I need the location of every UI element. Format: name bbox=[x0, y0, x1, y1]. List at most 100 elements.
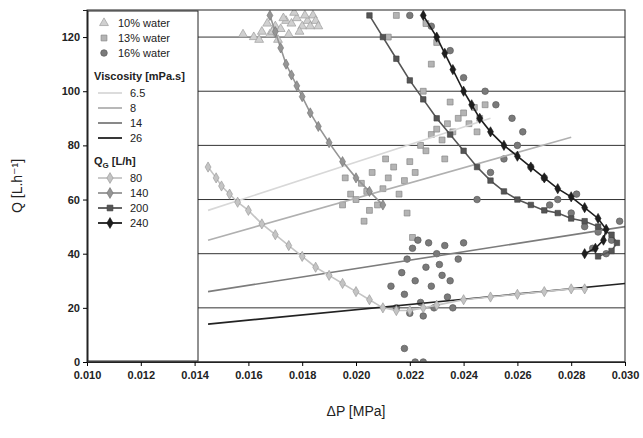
line-marker bbox=[595, 213, 601, 223]
series bbox=[367, 13, 620, 259]
scatter-point bbox=[385, 34, 391, 40]
scatter-point bbox=[407, 12, 414, 19]
legend-entry: 6.5 bbox=[98, 87, 145, 99]
legend-swatch-line bbox=[98, 107, 122, 109]
scatter-point bbox=[398, 269, 405, 276]
scatter-point bbox=[519, 129, 526, 136]
line-marker bbox=[219, 181, 225, 191]
line-marker bbox=[582, 249, 588, 259]
x-tick: 0.022 bbox=[397, 362, 425, 381]
scatter-point bbox=[420, 313, 427, 320]
line-marker bbox=[488, 178, 493, 183]
x-tick-label: 0.024 bbox=[450, 369, 478, 381]
y-tick-mark bbox=[83, 308, 87, 309]
x-axis: 0.0100.0120.0140.0160.0180.0200.0220.024… bbox=[74, 362, 640, 381]
x-tick-label: 0.012 bbox=[128, 369, 156, 381]
scatter-point bbox=[546, 202, 553, 209]
legend-entry: 140 bbox=[98, 187, 148, 199]
line-marker bbox=[286, 240, 292, 250]
scatter-point bbox=[383, 156, 389, 162]
plot-area bbox=[205, 10, 625, 362]
scatter-point bbox=[388, 283, 395, 290]
line-marker bbox=[380, 200, 386, 210]
scatter-point bbox=[391, 164, 397, 170]
legend-swatch-line bbox=[98, 122, 122, 124]
x-tick-mark bbox=[625, 362, 626, 366]
legend-entry: 16% water bbox=[101, 47, 171, 59]
scatter-point bbox=[415, 237, 422, 244]
scatter-point bbox=[482, 102, 488, 108]
line-marker bbox=[259, 219, 265, 229]
scatter-point bbox=[375, 202, 381, 208]
series-line bbox=[208, 137, 571, 240]
scatter-point bbox=[493, 101, 500, 108]
line-marker bbox=[488, 292, 494, 302]
line-marker bbox=[245, 205, 251, 215]
legend-label: 13% water bbox=[118, 32, 170, 44]
y-tick: 20 bbox=[68, 302, 87, 314]
line-marker bbox=[326, 138, 332, 148]
line-marker bbox=[461, 148, 466, 153]
series-line bbox=[208, 227, 625, 292]
legend-swatch-line bbox=[98, 92, 122, 94]
x-tick-mark bbox=[517, 362, 518, 366]
legend-title-text: Viscosity [mPa.s] bbox=[94, 70, 185, 82]
scatter-point bbox=[514, 142, 521, 149]
scatter-point bbox=[279, 13, 288, 21]
line-marker bbox=[555, 184, 561, 194]
legend-entry: 80 bbox=[98, 172, 142, 184]
line-marker bbox=[477, 113, 483, 123]
scatter-point bbox=[423, 148, 429, 154]
series bbox=[388, 12, 623, 362]
line-marker bbox=[528, 162, 534, 172]
y-tick-label: 100 bbox=[62, 85, 80, 97]
scatter-point bbox=[447, 277, 454, 284]
legend-entry: 26 bbox=[98, 132, 142, 144]
scatter-point bbox=[445, 121, 451, 127]
line-marker bbox=[434, 300, 440, 310]
line-marker bbox=[582, 284, 588, 294]
scatter-point bbox=[455, 256, 462, 263]
scatter-point bbox=[290, 10, 299, 15]
legend-label: 240 bbox=[130, 217, 148, 229]
line-marker bbox=[313, 262, 319, 272]
line-marker bbox=[434, 116, 439, 121]
scatter-point bbox=[314, 21, 323, 29]
line-marker bbox=[447, 132, 452, 137]
legend-title-rest: [L/h] bbox=[109, 155, 136, 167]
scatter-point bbox=[412, 277, 419, 284]
scatter-point bbox=[439, 137, 445, 143]
line-marker bbox=[272, 27, 278, 37]
x-tick-label: 0.010 bbox=[74, 369, 102, 381]
line-marker bbox=[541, 173, 547, 183]
line-marker bbox=[420, 10, 426, 20]
scatter-point bbox=[385, 175, 391, 181]
scatter-point bbox=[401, 345, 408, 352]
line-marker bbox=[288, 70, 294, 80]
legend-label: 14 bbox=[130, 117, 142, 129]
scatter-point bbox=[474, 129, 480, 135]
x-tick-mark bbox=[141, 362, 142, 366]
legend-entry: 8 bbox=[98, 102, 136, 114]
y-tick-mark bbox=[83, 254, 87, 255]
y-tick-label: 60 bbox=[68, 194, 80, 206]
y-axis-title: Q [L.h⁻¹] bbox=[9, 159, 25, 213]
y-tick: 120 bbox=[62, 31, 87, 43]
legend-label: 6.5 bbox=[130, 87, 145, 99]
line-marker bbox=[380, 303, 386, 313]
line-marker bbox=[283, 59, 289, 69]
x-tick-mark bbox=[302, 362, 303, 366]
scatter-point bbox=[441, 242, 448, 249]
line-marker bbox=[528, 202, 533, 207]
scatter-point bbox=[581, 223, 588, 230]
line-marker bbox=[515, 197, 520, 202]
legend-label: 8 bbox=[130, 102, 136, 114]
scatter-point bbox=[407, 159, 413, 165]
legend-label: 140 bbox=[130, 187, 148, 199]
line-marker bbox=[555, 210, 560, 215]
scatter-point bbox=[257, 27, 266, 35]
y-axis: 020406080100120 bbox=[62, 11, 88, 369]
legend-entry: 240 bbox=[98, 217, 148, 229]
line-marker bbox=[614, 240, 619, 245]
legend-swatch-marker bbox=[107, 173, 113, 184]
